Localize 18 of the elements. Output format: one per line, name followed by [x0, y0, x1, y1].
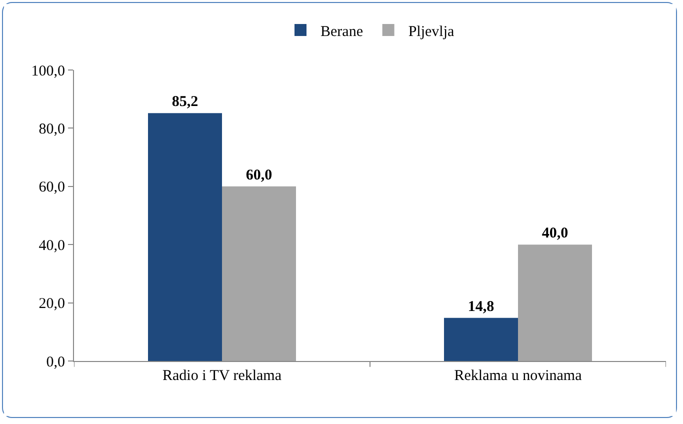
x-tick-label: Reklama u novinama [454, 368, 582, 384]
data-label: 60,0 [246, 167, 272, 184]
bar [148, 113, 222, 361]
x-tick-label: Radio i TV reklama [162, 368, 282, 384]
y-tick-label: 60,0 [38, 180, 65, 196]
data-label: 85,2 [172, 94, 198, 110]
y-tick-label: 0,0 [46, 354, 65, 370]
y-tick-label: 20,0 [38, 296, 65, 312]
data-label: 14,8 [468, 298, 494, 315]
bar [518, 244, 592, 361]
bar [222, 186, 296, 361]
y-tick-label: 80,0 [38, 121, 65, 138]
legend-label: Berane [320, 24, 364, 40]
data-label: 40,0 [542, 226, 568, 242]
y-tick-label: 100,0 [31, 63, 65, 80]
bar [444, 318, 518, 361]
legend-label: Pljevlja [408, 24, 454, 40]
y-tick-label: 40,0 [38, 238, 65, 254]
